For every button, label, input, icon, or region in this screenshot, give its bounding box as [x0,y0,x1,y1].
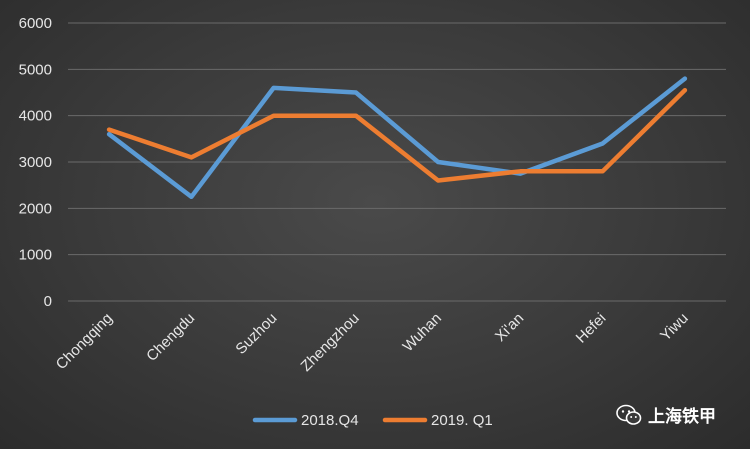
y-tick-label: 4000 [19,108,52,125]
y-tick-label: 2000 [19,200,52,217]
legend-label: 2019. Q1 [431,412,493,429]
watermark: 上海铁甲 [616,402,716,427]
gridlines [68,22,726,302]
x-tick-label: Chengdu [143,310,198,365]
series-line-1 [106,76,688,200]
x-tick-label: Suzhou [232,310,280,358]
y-tick-label: 3000 [19,154,52,171]
y-tick-label: 6000 [19,15,52,32]
x-tick-label: Xi'an [492,310,527,345]
series-line-2 [106,87,688,183]
wechat-icon [616,404,642,425]
series-lines [106,76,688,200]
x-tick-label: Chongqing [53,310,116,373]
y-tick-label: 1000 [19,247,52,264]
legend-label: 2018.Q4 [301,412,359,429]
y-tick-label: 5000 [19,61,52,78]
x-tick-label: Wuhan [400,310,445,355]
y-axis-tick-labels: 0 1000 2000 3000 4000 5000 6000 [19,15,52,310]
x-tick-label: Yiwu [657,310,692,345]
legend: 2018.Q4 2019. Q1 [252,412,493,429]
watermark-text: 上海铁甲 [648,407,716,427]
x-tick-label: Hefei [573,310,610,347]
x-axis-tick-labels: Chongqing Chengdu Suzhou Zhengzhou Wuhan Xi'a… [53,310,692,375]
y-tick-label: 0 [44,293,52,310]
x-tick-label: Zhengzhou [298,310,363,375]
